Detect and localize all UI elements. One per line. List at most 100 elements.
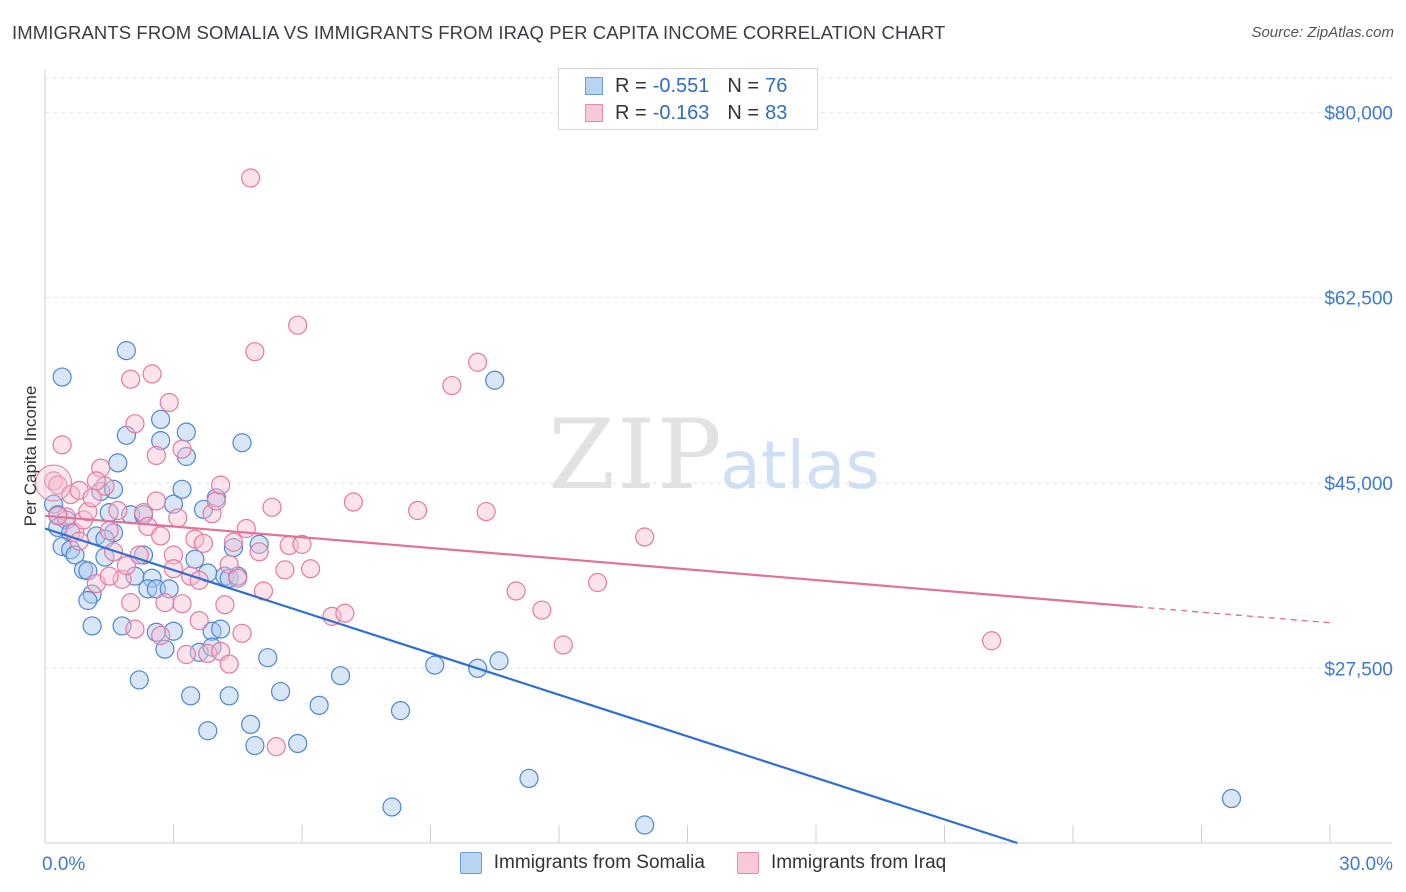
iraq-point [223, 532, 244, 552]
iraq-point [300, 559, 321, 579]
iraq-n-value: 83 [765, 101, 788, 124]
chart-title: IMMIGRANTS FROM SOMALIA VS IMMIGRANTS FR… [12, 22, 946, 43]
somalia-point [108, 453, 128, 473]
axes [44, 70, 1392, 844]
somalia-point [330, 666, 351, 686]
iraq-point [506, 581, 526, 601]
iraq-point [982, 631, 1002, 651]
somalia-point [52, 367, 72, 387]
somalia-point [390, 701, 411, 721]
somalia-point [129, 670, 149, 690]
iraq-point [275, 560, 295, 580]
iraq-point [163, 559, 184, 579]
somalia-legend-swatch [459, 852, 482, 874]
somalia-point [82, 616, 102, 636]
iraq-point [236, 518, 256, 539]
somalia-point [43, 494, 64, 514]
iraq-point [52, 435, 72, 455]
iraq-point [249, 542, 269, 562]
iraq-point [99, 521, 119, 541]
somalia-r-value: -0.551 [652, 74, 710, 97]
somalia-point [1221, 788, 1242, 809]
iraq-n-label: N = [727, 101, 760, 124]
y-tick-labels: $80,000 $62,500 $45,000 $27,500 [1324, 103, 1393, 680]
iraq-point [635, 527, 655, 547]
iraq-point [215, 595, 235, 615]
iraq-legend-swatch [736, 852, 759, 874]
iraq-point [125, 414, 145, 434]
somalia-swatch [585, 77, 603, 95]
iraq-point [125, 619, 145, 639]
iraq-point [163, 545, 184, 565]
somalia-point [172, 479, 192, 499]
somalia-point [181, 686, 201, 706]
y-tick-label: $27,500 [1324, 659, 1393, 680]
somalia-r-label: R = [615, 74, 647, 97]
iraq-point [442, 375, 462, 396]
iraq-point [211, 475, 231, 495]
somalia-point [270, 681, 291, 702]
somalia-point [241, 714, 261, 735]
somalia-point [245, 735, 265, 756]
watermark-zip: ZIP [548, 399, 723, 511]
x-tick-label-min: 0.0% [42, 854, 85, 875]
iraq-point [468, 352, 488, 372]
iraq-point [155, 593, 175, 613]
iraq-point [168, 508, 188, 528]
somalia-point [151, 409, 171, 430]
x-tick-labels: 0.0% 30.0% [42, 854, 1393, 875]
somalia-point [151, 431, 171, 451]
iraq-point [176, 644, 196, 665]
iraq-point [228, 568, 248, 588]
iraq-point [69, 531, 89, 551]
legend-item-iraq: Immigrants from Iraq [736, 852, 946, 874]
iraq-point [159, 392, 179, 413]
stats-legend: R = -0.551 N = 76 R = -0.163 N = 83 [558, 68, 818, 130]
iraq-r-value: -0.163 [652, 101, 710, 124]
iraq-point [219, 654, 239, 674]
iraq-swatch [585, 104, 603, 122]
somalia-point [198, 721, 218, 741]
iraq-point-large [35, 464, 73, 502]
source-label: Source: ZipAtlas.com [1251, 24, 1394, 41]
somalia-point [519, 768, 539, 789]
iraq-point [343, 492, 363, 512]
somalia-point [382, 797, 402, 817]
iraq-point [553, 635, 573, 655]
iraq-point [172, 439, 192, 459]
legend-row-somalia: R = -0.551 N = 76 [585, 74, 787, 98]
somalia-point [116, 341, 136, 361]
iraq-point [121, 593, 141, 613]
legend-item-somalia: Immigrants from Somalia [459, 852, 705, 874]
iraq-point [146, 491, 166, 511]
somalia-point [489, 651, 509, 671]
iraq-point [241, 168, 261, 188]
iraq-point [202, 504, 222, 524]
iraq-point [121, 369, 141, 389]
iraq-point [288, 315, 308, 335]
iraq-trend-line [44, 514, 1138, 608]
somalia-point [185, 549, 205, 569]
iraq-point [262, 497, 282, 517]
somalia-point [309, 695, 329, 715]
iraq-point [189, 611, 209, 631]
iraq-trend-extension [1137, 606, 1331, 624]
x-tick-label-max: 30.0% [1339, 854, 1393, 875]
iraq-point [142, 364, 162, 384]
somalia-point [258, 648, 278, 668]
somalia-n-label: N = [727, 74, 760, 97]
somalia-point [288, 733, 308, 754]
iraq-point [193, 533, 214, 553]
somalia-legend-label: Immigrants from Somalia [493, 852, 705, 873]
iraq-point [86, 471, 107, 491]
watermark: ZIP atlas [548, 399, 879, 511]
iraq-point [91, 458, 111, 478]
iraq-point [587, 572, 608, 593]
y-tick-label: $62,500 [1324, 289, 1393, 310]
iraq-point [292, 534, 312, 554]
trend-lines [44, 514, 1331, 845]
somalia-point [249, 534, 269, 554]
iraq-point [151, 625, 171, 646]
somalia-trend-line [44, 527, 1018, 845]
iraq-point [532, 600, 552, 620]
